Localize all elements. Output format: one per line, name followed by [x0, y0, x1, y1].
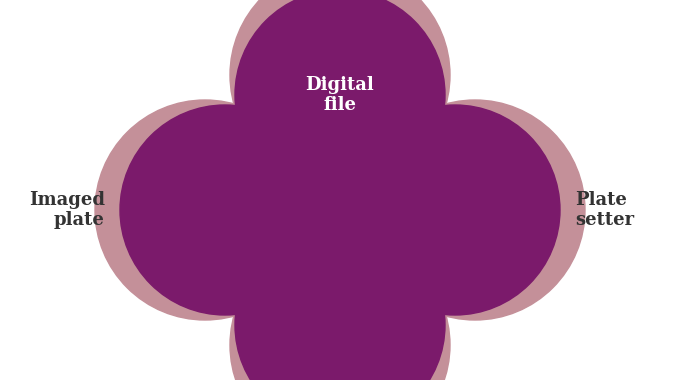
Text: Plate
setter: Plate setter	[575, 191, 634, 230]
Text: Imaged
plate: Imaged plate	[29, 191, 105, 230]
Polygon shape	[292, 95, 388, 210]
Circle shape	[235, 0, 445, 200]
Circle shape	[95, 100, 315, 320]
Text: Digital
file: Digital file	[305, 76, 375, 114]
Circle shape	[230, 0, 450, 185]
Polygon shape	[225, 162, 340, 258]
Circle shape	[120, 105, 330, 315]
Circle shape	[235, 105, 445, 315]
Polygon shape	[292, 210, 388, 325]
Circle shape	[365, 100, 585, 320]
Circle shape	[235, 220, 445, 380]
Circle shape	[230, 235, 450, 380]
Polygon shape	[340, 162, 455, 258]
Circle shape	[350, 105, 560, 315]
